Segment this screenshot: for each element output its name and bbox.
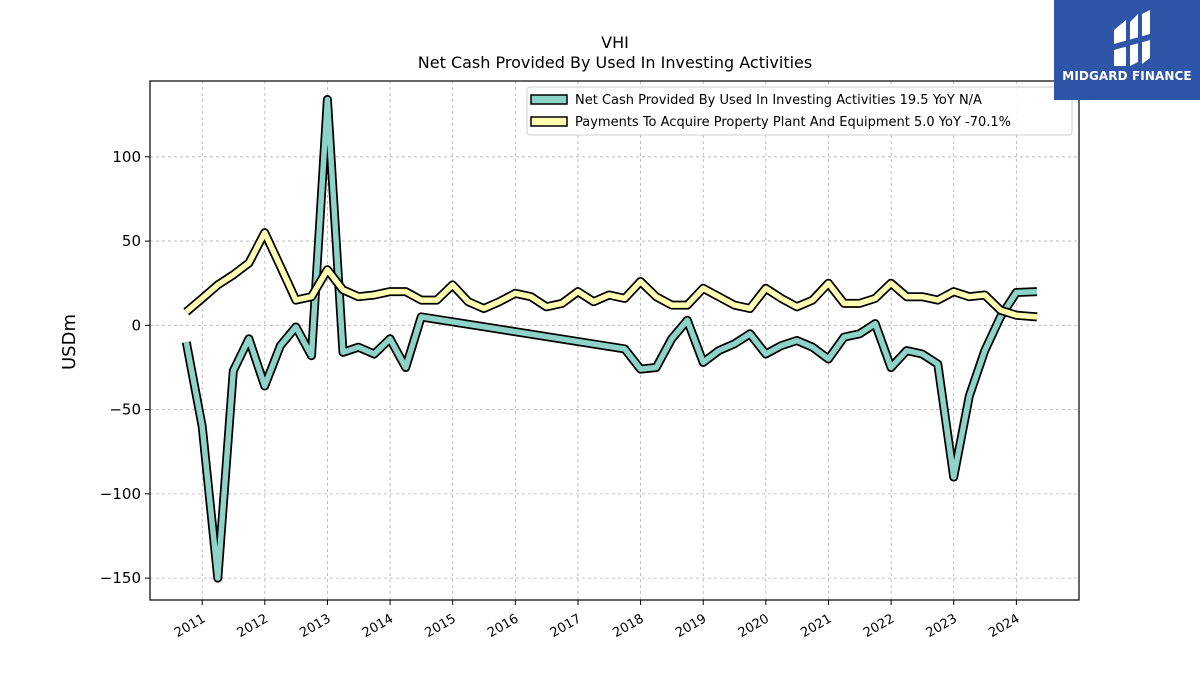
y-tick-label: −150 <box>100 569 141 587</box>
plot-frame <box>149 80 1080 601</box>
x-tick-label: 2013 <box>297 611 333 641</box>
series-line-net-cash-investing <box>183 96 1038 581</box>
x-tick-label: 2023 <box>924 611 960 641</box>
legend-label-payments-ppe: Payments To Acquire Property Plant And E… <box>575 115 1011 130</box>
x-tick-label: 2019 <box>673 611 709 641</box>
x-tick-label: 2021 <box>798 611 834 641</box>
y-axis-label: USDm <box>59 314 80 370</box>
legend-swatch-net-cash <box>530 94 568 105</box>
x-tick-label: 2020 <box>736 611 772 641</box>
y-tick-label: 0 <box>131 316 141 334</box>
legend: Net Cash Provided By Used In Investing A… <box>526 86 1073 136</box>
y-tick-label: 100 <box>112 148 141 166</box>
x-tick-label: 2024 <box>986 611 1022 641</box>
x-tick-label: 2016 <box>485 611 521 641</box>
series-lines <box>181 95 1038 583</box>
chart-subtitle: Net Cash Provided By Used In Investing A… <box>418 53 812 72</box>
grid <box>150 81 1079 600</box>
chart-title: VHI <box>601 33 629 52</box>
x-tick-label: 2022 <box>861 611 897 641</box>
y-tick-label: −100 <box>100 485 141 503</box>
midgard-logo-icon <box>1114 10 1150 66</box>
series-line-payments-ppe <box>184 229 1038 320</box>
x-tick-label: 2012 <box>235 611 271 641</box>
legend-frame <box>526 86 1073 136</box>
y-tick-label: 50 <box>122 232 141 250</box>
x-tick-label: 2018 <box>610 611 646 641</box>
brand-name: MIDGARD FINANCE <box>1062 69 1192 83</box>
x-tick-label: 2014 <box>360 611 396 641</box>
x-tick-label: 2017 <box>548 611 584 641</box>
axis-ticks: −150 −100 −50 0 50 100 2011 2012 2013 2014 2015 201… <box>100 148 1023 641</box>
x-tick-label: 2015 <box>423 611 459 641</box>
brand-logo: MIDGARD FINANCE <box>1054 0 1200 100</box>
x-tick-label: 2011 <box>172 611 208 641</box>
y-tick-label: −50 <box>109 401 141 419</box>
legend-label-net-cash: Net Cash Provided By Used In Investing A… <box>575 93 982 108</box>
legend-swatch-payments-ppe <box>530 116 568 127</box>
